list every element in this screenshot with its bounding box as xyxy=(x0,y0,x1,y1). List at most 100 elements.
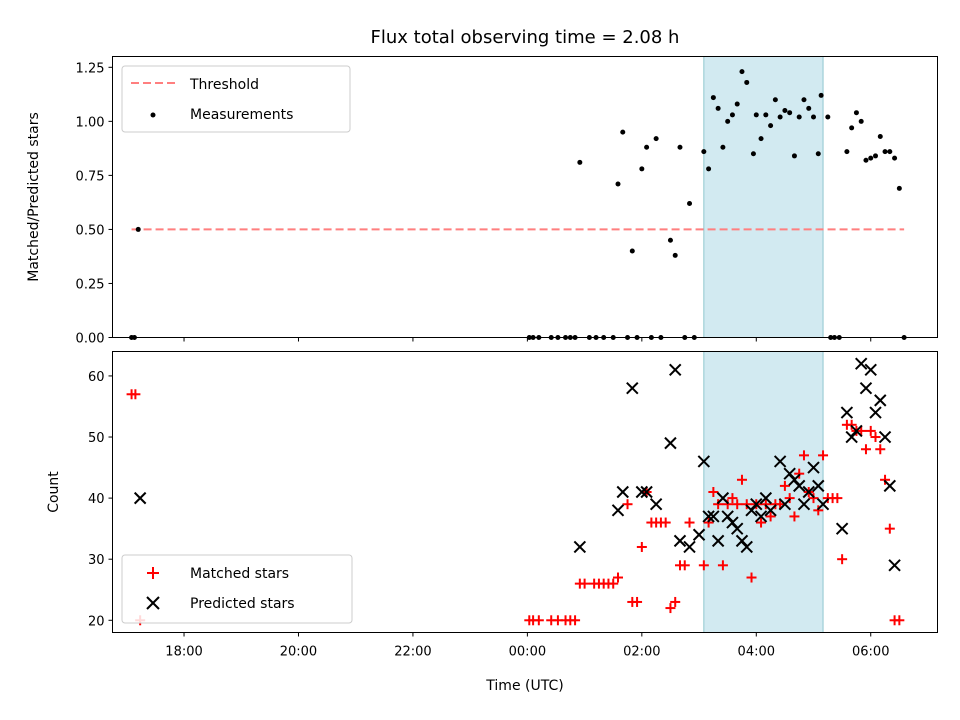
matched-stars-point xyxy=(789,511,800,522)
measurements-point xyxy=(868,155,874,161)
predicted-stars-point xyxy=(816,498,830,511)
matched-stars-point xyxy=(684,517,695,528)
measurements-point xyxy=(796,114,802,120)
matched-stars-point xyxy=(860,444,871,455)
predicted-stars-point xyxy=(750,498,763,511)
measurements-point xyxy=(729,112,735,118)
predicted-stars-point xyxy=(673,534,687,548)
y-tick-label: 0.00 xyxy=(76,332,105,347)
predicted-stars-point xyxy=(683,540,696,554)
measurements-point xyxy=(892,155,898,161)
measurements-point xyxy=(768,123,774,129)
predicted-stars-point xyxy=(778,498,792,511)
measurements-point xyxy=(725,118,731,124)
measurements-point xyxy=(715,105,721,111)
predicted-stars-point xyxy=(878,430,892,444)
matched-stars-point xyxy=(612,572,623,583)
predicted-stars-point xyxy=(669,363,682,377)
matched-stars-point xyxy=(670,596,681,607)
measurements-point xyxy=(777,114,783,120)
measurements-point xyxy=(744,79,750,85)
measurements-point xyxy=(772,97,778,103)
measurements-point xyxy=(653,136,659,142)
predicted-stars-point xyxy=(883,479,897,493)
predicted-stars-point xyxy=(773,455,787,468)
top-legend-box xyxy=(121,65,351,133)
measurements-point xyxy=(750,151,756,157)
matched-stars-point xyxy=(727,493,738,504)
y-tick-label: 40 xyxy=(88,492,105,507)
matched-stars-point xyxy=(875,444,886,455)
matched-stars-point xyxy=(636,541,647,552)
predicted-stars-point xyxy=(716,491,730,505)
measurements-point xyxy=(629,248,635,254)
measurements-point xyxy=(620,129,626,135)
measurements-point xyxy=(863,157,869,163)
y-tick-label: 0.75 xyxy=(76,169,105,184)
measurements-point xyxy=(815,151,821,157)
matched-stars-point xyxy=(533,615,544,626)
predicted-stars-point xyxy=(640,485,653,499)
matched-stars-point xyxy=(698,560,709,571)
measurements-point xyxy=(135,226,141,232)
measurements-point xyxy=(615,181,621,187)
bottom-y-axis: 20 30 40 50 60 xyxy=(88,370,113,629)
measurements-point xyxy=(758,136,764,142)
bottom-plot-frame xyxy=(112,351,938,633)
measurements-point xyxy=(720,144,726,150)
predicted-stars-point xyxy=(611,504,625,517)
predicted-stars-point xyxy=(850,424,863,438)
predicted-stars-point xyxy=(792,479,806,493)
predicted-stars-point xyxy=(797,498,811,511)
measurements-point xyxy=(667,237,673,243)
predicted-stars-point xyxy=(869,406,882,419)
measurements-point xyxy=(896,185,902,191)
bottom-panel: 20 30 40 50 60 18:00 20:00 22:00 00:00 02:00 04:0… xyxy=(46,351,938,694)
matched-stars-point xyxy=(679,560,690,571)
matched-stars-point xyxy=(717,560,728,571)
matched-stars-point xyxy=(632,596,643,607)
measurements-point xyxy=(763,112,769,118)
y-tick-label: 50 xyxy=(88,431,105,446)
matched-stars-point xyxy=(798,450,809,461)
matched-stars-point xyxy=(779,480,790,491)
figure-title: Flux total observing time = 2.08 h xyxy=(371,27,680,48)
predicted-stars-point xyxy=(840,406,854,419)
top-x-axis xyxy=(183,337,872,342)
measurements-point xyxy=(825,114,831,120)
matched-stars-point xyxy=(665,603,676,614)
measurements-point xyxy=(882,149,888,155)
matched-stars-point xyxy=(608,578,619,589)
measurements-point xyxy=(706,166,712,172)
top-y-axis-label: Matched/Predicted stars xyxy=(26,112,42,282)
measurements-point xyxy=(644,144,650,150)
bottom-legend-box xyxy=(121,554,353,624)
predicted-stars-point xyxy=(626,381,639,395)
measurements-point xyxy=(672,252,678,258)
predicted-stars-point xyxy=(697,455,711,468)
measurements-point xyxy=(858,118,864,124)
measurements-point xyxy=(577,159,583,165)
measurements-point xyxy=(887,149,893,155)
bottom-legend: Matched stars Predicted stars xyxy=(121,554,353,624)
predicted-stars-point xyxy=(133,491,147,505)
y-tick-label: 0.50 xyxy=(76,223,105,238)
matched-stars-point xyxy=(775,499,786,510)
matched-stars-point xyxy=(570,615,581,626)
y-tick-label: 20 xyxy=(88,614,105,629)
matched-stars-point xyxy=(894,615,905,626)
predicted-stars-point xyxy=(573,540,587,554)
matched-stars-point xyxy=(870,432,881,443)
measurements-point xyxy=(753,112,759,118)
top-panel: 0.00 0.25 0.50 0.75 1.00 1.25 Matched/Predict… xyxy=(26,56,938,347)
predicted-stars-point xyxy=(812,479,825,493)
matched-stars-point xyxy=(746,572,757,583)
predicted-stars-point xyxy=(635,485,649,499)
matched-stars-point xyxy=(736,474,747,485)
matched-stars-point xyxy=(856,425,867,436)
x-tick-label: 18:00 xyxy=(165,645,202,660)
measurements-point xyxy=(811,114,817,120)
predicted-stars-point xyxy=(854,357,868,370)
predicted-stars-point xyxy=(664,436,677,450)
